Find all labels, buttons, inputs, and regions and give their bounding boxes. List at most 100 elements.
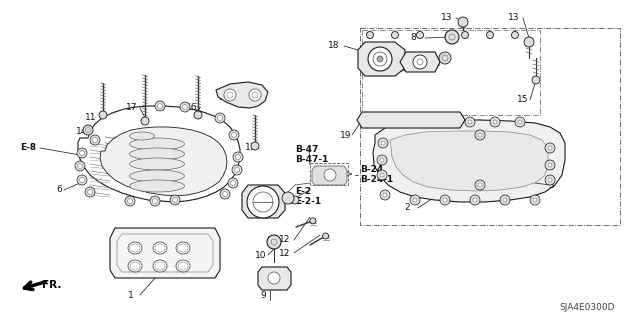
Circle shape <box>247 186 279 218</box>
Text: 13: 13 <box>441 13 452 23</box>
Circle shape <box>233 152 243 162</box>
Text: 11: 11 <box>85 113 97 122</box>
Text: 11: 11 <box>245 144 257 152</box>
Circle shape <box>141 117 149 125</box>
Circle shape <box>445 30 459 44</box>
Circle shape <box>194 111 202 119</box>
Circle shape <box>83 125 93 135</box>
Circle shape <box>99 111 107 119</box>
Text: 5: 5 <box>393 53 399 62</box>
Circle shape <box>90 135 100 145</box>
Circle shape <box>232 165 242 175</box>
Circle shape <box>478 133 482 137</box>
Circle shape <box>545 160 555 170</box>
Text: B-47-1: B-47-1 <box>295 154 328 164</box>
Circle shape <box>380 173 384 177</box>
Polygon shape <box>242 185 285 218</box>
Polygon shape <box>357 112 465 128</box>
Circle shape <box>381 141 385 145</box>
Circle shape <box>548 146 552 150</box>
Ellipse shape <box>153 260 167 272</box>
Circle shape <box>545 175 555 185</box>
Circle shape <box>377 155 387 165</box>
Circle shape <box>380 158 384 162</box>
Circle shape <box>228 178 238 188</box>
Text: 12: 12 <box>279 249 291 257</box>
Circle shape <box>310 218 316 224</box>
Text: 18: 18 <box>328 41 339 50</box>
Circle shape <box>367 32 374 39</box>
Circle shape <box>383 193 387 197</box>
Text: E-2: E-2 <box>295 187 311 196</box>
Circle shape <box>548 178 552 182</box>
Polygon shape <box>100 127 227 196</box>
Ellipse shape <box>153 242 167 254</box>
Circle shape <box>77 148 87 158</box>
Text: E-2-1: E-2-1 <box>295 197 321 205</box>
Circle shape <box>268 272 280 284</box>
Text: 15: 15 <box>517 95 529 105</box>
Circle shape <box>439 52 451 64</box>
Circle shape <box>88 189 93 195</box>
Ellipse shape <box>176 260 190 272</box>
Circle shape <box>251 142 259 150</box>
Circle shape <box>182 105 188 109</box>
Text: B-24: B-24 <box>360 166 383 174</box>
Circle shape <box>533 198 537 202</box>
Circle shape <box>230 181 236 186</box>
Circle shape <box>548 163 552 167</box>
Text: 16: 16 <box>186 102 198 112</box>
Circle shape <box>518 120 522 124</box>
Circle shape <box>77 164 83 168</box>
Text: 3: 3 <box>548 181 554 189</box>
Circle shape <box>323 233 328 239</box>
Circle shape <box>493 120 497 124</box>
Polygon shape <box>312 166 347 185</box>
Circle shape <box>524 37 534 47</box>
Circle shape <box>410 195 420 205</box>
Circle shape <box>152 198 157 204</box>
Circle shape <box>417 32 424 39</box>
Circle shape <box>470 195 480 205</box>
Circle shape <box>378 138 388 148</box>
Circle shape <box>490 117 500 127</box>
Circle shape <box>515 117 525 127</box>
Circle shape <box>180 102 190 112</box>
Circle shape <box>85 187 95 197</box>
Circle shape <box>220 189 230 199</box>
Text: B-47: B-47 <box>295 145 318 153</box>
Polygon shape <box>358 42 405 76</box>
Text: 2: 2 <box>404 204 410 212</box>
Circle shape <box>291 196 299 204</box>
Circle shape <box>380 190 390 200</box>
Circle shape <box>461 32 468 39</box>
Text: E-8: E-8 <box>20 144 36 152</box>
Circle shape <box>93 137 97 143</box>
Text: B-24-1: B-24-1 <box>360 175 393 184</box>
Circle shape <box>234 167 239 173</box>
Circle shape <box>218 115 223 121</box>
Text: 19: 19 <box>340 130 351 139</box>
Circle shape <box>503 198 507 202</box>
Polygon shape <box>390 131 548 191</box>
Text: 14: 14 <box>76 128 88 137</box>
Text: 7: 7 <box>217 93 223 102</box>
Circle shape <box>249 89 261 101</box>
Circle shape <box>458 17 468 27</box>
Circle shape <box>413 198 417 202</box>
Circle shape <box>475 130 485 140</box>
Circle shape <box>530 195 540 205</box>
Circle shape <box>465 117 475 127</box>
Text: 8: 8 <box>410 33 416 42</box>
Text: 1: 1 <box>128 292 134 300</box>
Circle shape <box>224 89 236 101</box>
Circle shape <box>155 101 165 111</box>
Circle shape <box>79 177 84 182</box>
Polygon shape <box>258 267 291 290</box>
Circle shape <box>75 161 85 171</box>
Text: SJA4E0300D: SJA4E0300D <box>559 303 615 312</box>
Circle shape <box>173 197 177 203</box>
Circle shape <box>377 170 387 180</box>
Ellipse shape <box>128 242 142 254</box>
Circle shape <box>500 195 510 205</box>
